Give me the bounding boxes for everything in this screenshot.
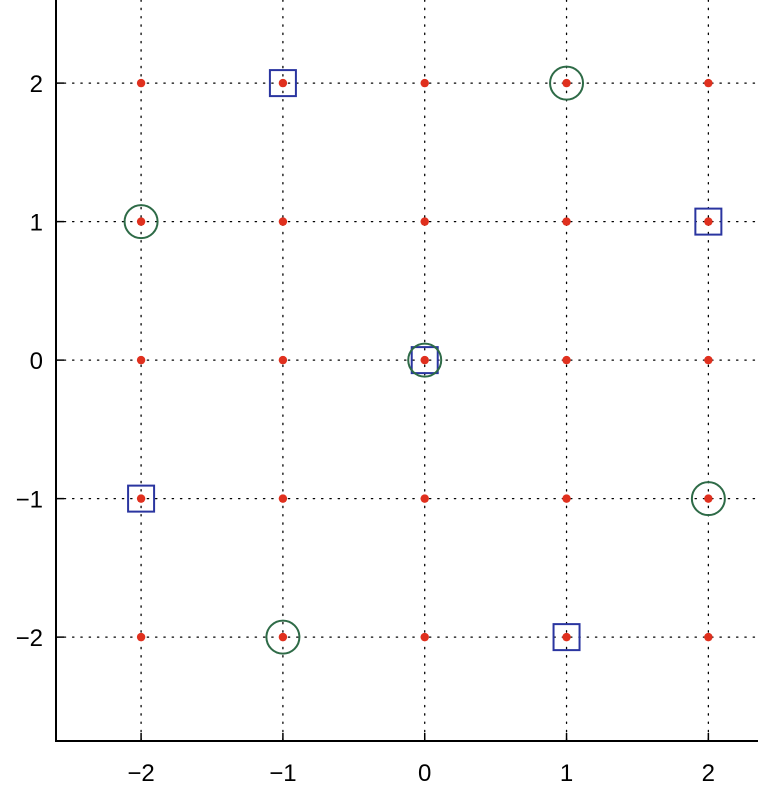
y-tick-label: 0 bbox=[30, 348, 43, 375]
x-tick-label: 0 bbox=[418, 760, 431, 787]
data-point bbox=[136, 632, 146, 642]
data-point bbox=[562, 355, 571, 365]
square-marker bbox=[268, 69, 297, 98]
data-point bbox=[704, 494, 713, 503]
tick-marks bbox=[56, 82, 710, 741]
data-point bbox=[420, 217, 429, 226]
data-point bbox=[704, 217, 713, 226]
data-point bbox=[420, 494, 429, 503]
data-point bbox=[704, 632, 713, 642]
x-tick-label: 2 bbox=[702, 760, 715, 787]
circle-marker bbox=[123, 204, 159, 240]
data-point bbox=[562, 494, 571, 503]
x-tick-label: 1 bbox=[560, 760, 573, 787]
y-tick-label: 2 bbox=[30, 71, 43, 98]
data-point bbox=[278, 494, 288, 503]
y-tick-labels: −2 −1 0 1 2 bbox=[16, 71, 43, 652]
circle-marker bbox=[549, 65, 585, 101]
square-marker-series bbox=[127, 69, 723, 652]
y-tick-label: −2 bbox=[16, 625, 43, 652]
data-point bbox=[278, 217, 288, 226]
data-point bbox=[704, 355, 713, 365]
x-tick-labels: −2 −1 0 1 2 bbox=[127, 760, 715, 787]
y-tick-label: −1 bbox=[16, 487, 43, 514]
data-point bbox=[278, 632, 288, 642]
y-tick-label: 1 bbox=[30, 210, 43, 237]
circle-marker-series bbox=[123, 65, 726, 655]
square-marker bbox=[127, 484, 156, 513]
data-point bbox=[136, 494, 146, 503]
x-tick-label: −1 bbox=[269, 760, 296, 787]
square-marker bbox=[552, 623, 581, 652]
data-point bbox=[278, 78, 288, 88]
data-point bbox=[420, 632, 429, 642]
circle-marker bbox=[407, 342, 443, 378]
axes bbox=[55, 0, 758, 742]
grid-lines bbox=[55, 0, 758, 742]
data-point bbox=[136, 355, 146, 365]
data-point bbox=[704, 78, 713, 88]
data-point bbox=[420, 355, 429, 365]
circle-marker bbox=[265, 619, 301, 655]
x-tick-label: −2 bbox=[127, 760, 154, 787]
data-point bbox=[562, 632, 571, 642]
data-point bbox=[562, 217, 571, 226]
square-marker bbox=[694, 207, 723, 236]
data-point bbox=[420, 78, 429, 88]
data-point bbox=[136, 217, 146, 226]
circle-marker bbox=[690, 481, 726, 517]
dot-series bbox=[136, 78, 713, 642]
data-point bbox=[136, 78, 146, 88]
square-marker bbox=[410, 346, 439, 375]
data-point bbox=[562, 78, 571, 88]
data-point bbox=[278, 355, 288, 365]
